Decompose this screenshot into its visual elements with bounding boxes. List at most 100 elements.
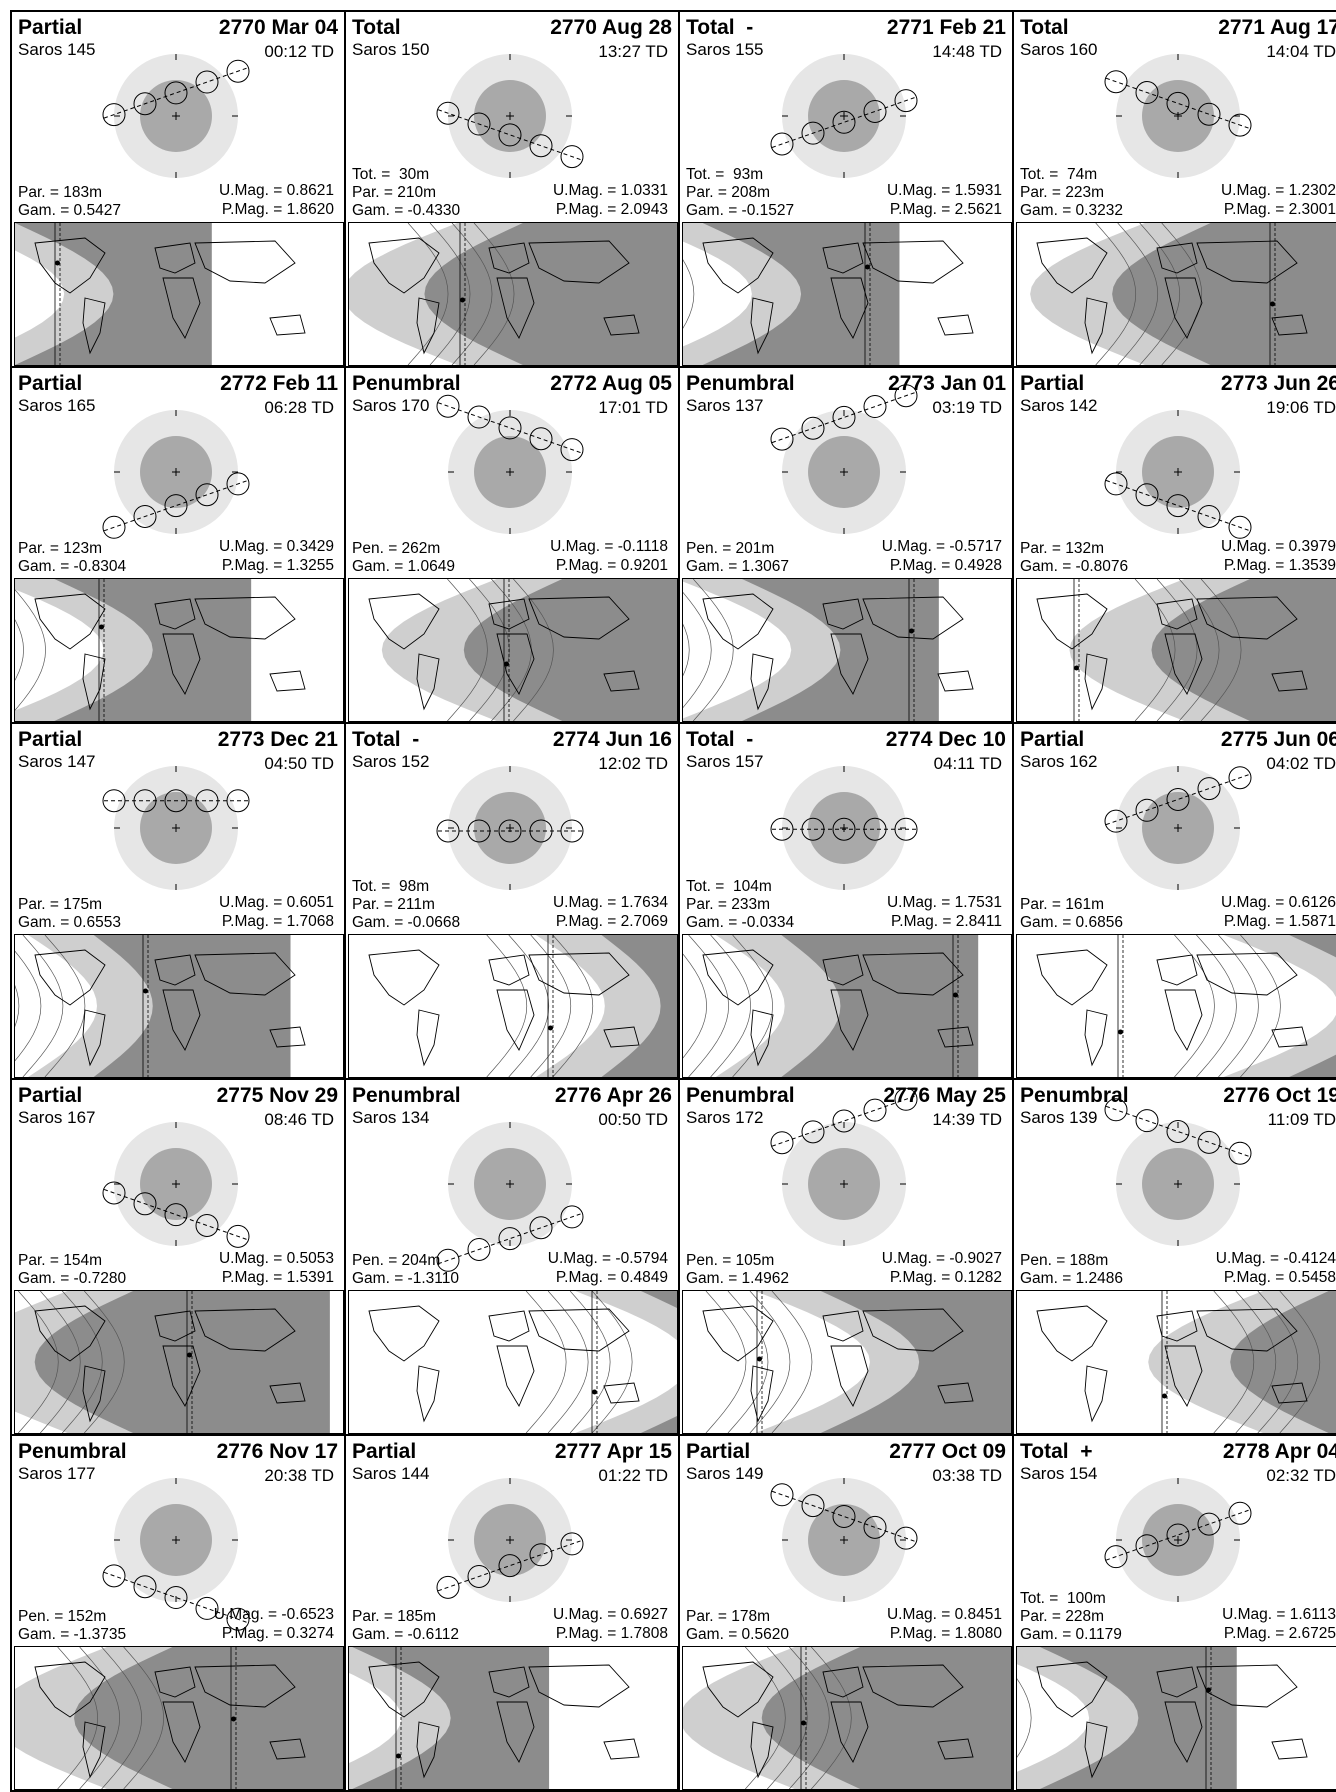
eclipse-stat: Gam. = 1.0649 (352, 558, 455, 575)
coastline (1084, 1365, 1108, 1423)
moon-position (894, 89, 918, 113)
moon-position (102, 789, 126, 813)
coastline (862, 596, 964, 640)
eclipse-date: 2776 Apr 26 (554, 1084, 672, 1107)
moon-position (863, 99, 887, 123)
moon-position (560, 819, 584, 843)
contact-curve (1279, 1291, 1321, 1433)
saros-number: Saros 167 (18, 1108, 96, 1127)
visibility-zone (1151, 579, 1336, 721)
subsolar-point (953, 992, 958, 998)
moon-position (832, 1109, 856, 1133)
moon-position (1197, 102, 1221, 126)
coastline (1036, 1661, 1108, 1718)
contact-curve (1196, 935, 1237, 1077)
eclipse-stat: Gam. = -0.6112 (352, 1626, 459, 1643)
penumbral-magnitude: P.Mag. = 0.9201 (555, 557, 668, 574)
saros-number: Saros 165 (18, 396, 96, 415)
moon-path (437, 1539, 583, 1592)
moon-position (498, 1554, 522, 1578)
coastline (702, 1661, 774, 1718)
penumbral-magnitude: P.Mag. = 1.3255 (221, 557, 334, 574)
moon-position (801, 1120, 825, 1144)
eclipse-panel: Partial 2772 Feb 11 Saros 165 06:28 TD Par. … (10, 366, 346, 724)
coastline (488, 598, 530, 630)
subsolar-point (1206, 1687, 1211, 1693)
eclipse-panel: Partial 2775 Nov 29 Saros 167 08:46 TD Par. … (10, 1078, 346, 1436)
eclipse-stat: Gam. = -0.8304 (18, 558, 127, 575)
coastline (603, 1738, 640, 1760)
coastline (822, 954, 864, 986)
penumbral-magnitude: P.Mag. = 1.7808 (555, 1625, 668, 1642)
penumbral-magnitude: P.Mag. = 0.4849 (555, 1269, 668, 1286)
coastline (603, 1026, 640, 1048)
eclipse-stat: Par. = 210m (352, 184, 437, 201)
eclipse-stat: Tot. = 30m (352, 166, 430, 183)
eclipse-time: 03:19 TD (932, 398, 1002, 417)
coastline (822, 1310, 864, 1342)
umbral-magnitude: U.Mag. = 0.6927 (552, 1606, 668, 1623)
coastline (416, 297, 440, 355)
contact-curve (513, 579, 554, 721)
coastline (162, 989, 201, 1051)
visibility-map (348, 222, 678, 366)
eclipse-stat: Par. = 233m (686, 896, 771, 913)
coastline (528, 596, 630, 640)
moon-position (1104, 1098, 1128, 1122)
coastline (830, 989, 869, 1051)
visibility-map (14, 222, 344, 366)
moon-position (164, 81, 188, 105)
contact-curve (688, 935, 729, 1077)
coastline (368, 1305, 440, 1362)
eclipse-stat: Gam. = 0.1179 (1020, 1626, 1122, 1643)
coastline (1164, 633, 1203, 695)
subsolar-point (1074, 665, 1079, 671)
subsolar-point (504, 661, 509, 667)
coastline (1156, 598, 1198, 630)
coastline (528, 1664, 630, 1708)
contact-curve (683, 953, 707, 1059)
shadow-diagram (770, 766, 918, 890)
contact-curve (705, 1291, 747, 1433)
moon-position (1135, 483, 1159, 507)
visibility-map (682, 578, 1012, 722)
subsolar-point (548, 1025, 553, 1031)
moon-position (498, 819, 522, 843)
moon-position (801, 817, 825, 841)
contact-curve (591, 1291, 633, 1433)
subsolar-point (592, 1389, 597, 1395)
coastline (830, 1701, 869, 1763)
eclipse-date: 2777 Apr 15 (554, 1440, 672, 1463)
saros-number: Saros 152 (352, 752, 430, 771)
coastline (269, 1026, 306, 1048)
contact-curve (1117, 223, 1159, 365)
subsolar-point (231, 1716, 236, 1722)
contact-curve (771, 1291, 813, 1433)
eclipse-panel: Partial 2775 Jun 06 Saros 162 04:02 TD Par. … (1012, 722, 1336, 1080)
coastline (862, 1664, 964, 1708)
eclipse-date: 2778 Apr 04 (1222, 1440, 1336, 1463)
moon-position (770, 1131, 794, 1155)
coastline (1084, 297, 1108, 355)
coastline (937, 1382, 974, 1404)
contact-curve (123, 1647, 164, 1789)
eclipse-stat: Tot. = 98m (352, 878, 430, 895)
eclipse-time: 01:22 TD (598, 1466, 668, 1485)
eclipse-panel: Penumbral 2773 Jan 01 Saros 137 03:19 TD Pen… (678, 366, 1014, 724)
coastline (269, 1382, 306, 1404)
moon-position (164, 494, 188, 518)
eclipse-time: 14:39 TD (932, 1110, 1002, 1129)
moon-position (832, 405, 856, 429)
eclipse-time: 14:04 TD (1266, 42, 1336, 61)
eclipse-type: Partial (352, 1440, 417, 1463)
umbral-magnitude: U.Mag. = 1.7531 (886, 894, 1002, 911)
eclipse-stat: Gam. = -0.0334 (686, 914, 795, 931)
contact-curve (84, 1291, 125, 1433)
moon-position (1228, 766, 1252, 790)
eclipse-type: Penumbral (686, 372, 795, 395)
eclipse-panel: Total 2770 Aug 28 Saros 150 13:27 TD Tot. = … (344, 10, 680, 368)
moon-position (1104, 70, 1128, 94)
coastline (862, 1308, 964, 1352)
moon-path (103, 1188, 249, 1241)
coastline (162, 1345, 201, 1407)
